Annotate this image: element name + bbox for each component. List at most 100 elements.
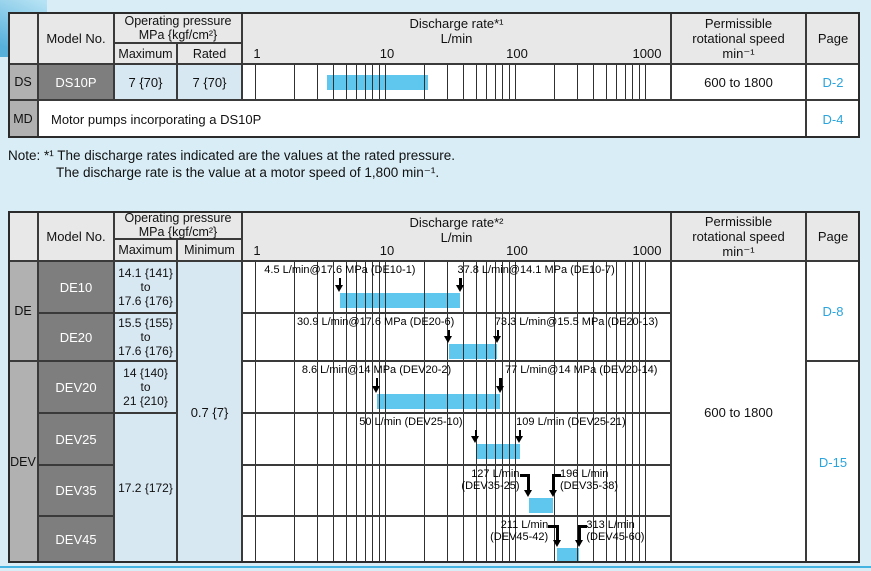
- log-gridline: [639, 65, 641, 99]
- log-gridline: [385, 314, 386, 360]
- arrow-elbow: [548, 525, 558, 528]
- log-gridline: [577, 414, 578, 464]
- log-gridline: [515, 314, 516, 360]
- log-gridline: [345, 314, 347, 360]
- log-gridline: [364, 414, 366, 464]
- log-gridline: [502, 262, 504, 312]
- t2-model-de10: DE10: [38, 261, 114, 313]
- log-gridline: [632, 466, 634, 515]
- log-gridline: [486, 262, 488, 312]
- log-gridline: [255, 362, 256, 412]
- log-gridline: [639, 362, 641, 412]
- discharge-range-chart-de10: 4.5 L/min@17.6 MPa (DE10-1) 37.8 L/min@14…: [242, 261, 671, 313]
- arrow-head: [574, 540, 583, 547]
- page-ref-d15[interactable]: D-15: [806, 361, 860, 563]
- log-gridline: [424, 466, 426, 515]
- log-gridline: [509, 65, 511, 99]
- log-gridline: [372, 414, 374, 464]
- axis-tick-1: 1: [253, 243, 261, 258]
- discharge-point-label: 127 L/min (DEV35-25): [461, 468, 520, 492]
- arrow-head: [444, 336, 453, 343]
- log-gridline: [345, 65, 347, 99]
- t2-speed-header: Permissible rotational speed min⁻¹: [671, 211, 806, 261]
- log-gridline: [385, 262, 386, 312]
- log-gridline: [475, 262, 477, 312]
- t2-group-dev: DEV: [8, 361, 38, 563]
- log-gridline: [379, 517, 381, 562]
- discharge-point-label: 30.9 L/min@17.6 MPa (DE20-6): [297, 316, 455, 328]
- log-gridline: [424, 262, 426, 312]
- log-gridline: [345, 414, 347, 464]
- axis-tick-100: 100: [506, 46, 528, 61]
- log-gridline: [364, 65, 366, 99]
- t2-group-de: DE: [8, 261, 38, 361]
- log-gridline: [463, 65, 465, 99]
- log-gridline: [294, 314, 296, 360]
- log-gridline: [616, 414, 618, 464]
- t2-de20-max-pressure: 15.5 {155} to 17.6 {176}: [114, 313, 177, 361]
- page-ref-d8[interactable]: D-8: [806, 261, 860, 361]
- log-gridline: [645, 362, 646, 412]
- t1-page-header: Page: [806, 12, 860, 64]
- t2-model-dev25: DEV25: [38, 413, 114, 465]
- log-gridline: [605, 517, 607, 562]
- axis-tick-100: 100: [506, 243, 528, 258]
- log-gridline: [255, 262, 256, 312]
- arrow-head: [548, 490, 557, 497]
- log-gridline: [447, 262, 448, 312]
- log-gridline: [447, 466, 448, 515]
- log-gridline: [509, 262, 511, 312]
- arrow-stem: [459, 278, 462, 285]
- log-gridline: [475, 314, 477, 360]
- discharge-range-bar: [339, 293, 461, 308]
- t1-ds10p-max-pressure: 7 {70}: [114, 64, 177, 100]
- log-gridline: [317, 262, 318, 312]
- log-gridline: [294, 466, 296, 515]
- page-ref-d2[interactable]: D-2: [806, 64, 860, 100]
- page-ref-d4[interactable]: D-4: [806, 100, 860, 138]
- log-gridline: [509, 466, 511, 515]
- footnote-line-1: Note: *¹ The discharge rates indicated a…: [8, 148, 456, 163]
- log-gridline: [632, 262, 634, 312]
- log-gridline: [463, 466, 465, 515]
- discharge-point-label: 73.3 L/min@15.5 MPa (DE20-13): [494, 316, 659, 328]
- log-gridline: [616, 65, 618, 99]
- arrow-head: [515, 436, 524, 443]
- log-gridline: [364, 314, 366, 360]
- discharge-range-bar: [475, 444, 520, 459]
- log-gridline: [515, 362, 516, 412]
- t1-ds10p-rated-pressure: 7 {70}: [177, 64, 242, 100]
- log-gridline: [364, 362, 366, 412]
- discharge-range-chart-dev35: 127 L/min (DEV35-25) 196 L/min (DEV35-38): [242, 465, 671, 516]
- axis-tick-1000: 1000: [632, 243, 662, 258]
- log-gridline: [317, 466, 318, 515]
- t2-page-header: Page: [806, 211, 860, 261]
- discharge-range-chart-de20: 30.9 L/min@17.6 MPa (DE20-6) 73.3 L/min@1…: [242, 313, 671, 361]
- log-gridline: [317, 65, 318, 99]
- log-gridline: [515, 517, 516, 562]
- log-gridline: [486, 466, 488, 515]
- log-gridline: [385, 414, 386, 464]
- t1-group-md: MD: [8, 100, 38, 138]
- log-gridline: [356, 414, 358, 464]
- log-gridline: [494, 262, 496, 312]
- arrow-stem: [577, 525, 581, 540]
- t2-min-pressure: 0.7 {7}: [177, 261, 242, 563]
- log-gridline: [486, 314, 488, 360]
- log-gridline: [593, 414, 595, 464]
- t2-de10-max-pressure: 14.1 {141} to 17.6 {176}: [114, 261, 177, 313]
- log-gridline: [515, 466, 516, 515]
- log-gridline: [632, 414, 634, 464]
- log-gridline: [494, 466, 496, 515]
- t2-model-dev35: DEV35: [38, 465, 114, 516]
- log-gridline: [356, 517, 358, 562]
- discharge-point-label: 196 L/min (DEV35-38): [560, 468, 619, 492]
- log-gridline: [424, 65, 426, 99]
- t1-model-ds10p: DS10P: [38, 64, 114, 100]
- arrow-head: [335, 285, 344, 292]
- log-gridline: [502, 65, 504, 99]
- t1-pressure-header: Operating pressure MPa {kgf/cm²}: [114, 12, 242, 43]
- log-gridline: [333, 262, 335, 312]
- t1-group-ds: DS: [8, 64, 38, 100]
